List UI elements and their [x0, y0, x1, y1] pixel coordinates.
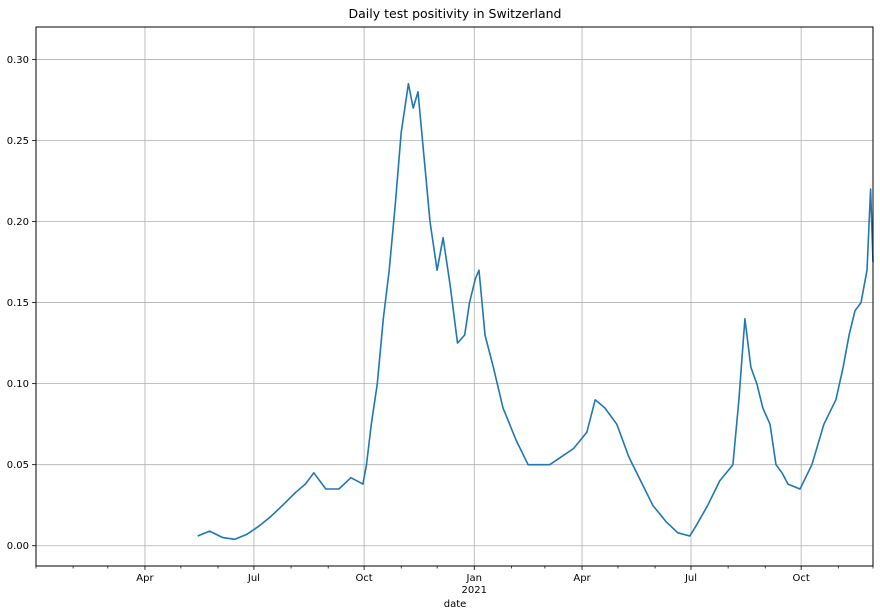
- y-tick-label: 0.30: [7, 55, 29, 66]
- y-tick-label: 0.05: [7, 460, 29, 471]
- axis-ticks: 0.00 0.05 0.10 0.15 0.20 0.25 0.30 Apr Jul Oct Jan…: [7, 55, 874, 596]
- series-line-test-positivity: [197, 82, 874, 541]
- y-tick-label: 0.25: [7, 136, 29, 147]
- x-tick-label: Apr: [136, 573, 154, 584]
- x-axis-label: date: [444, 599, 467, 610]
- y-tick-label: 0.20: [7, 217, 29, 228]
- x-tick-sublabel: 2021: [462, 585, 487, 596]
- y-tick-label: 0.00: [7, 541, 29, 552]
- x-tick-label: Jul: [247, 573, 260, 584]
- grid: [36, 27, 873, 566]
- x-tick-label: Jul: [684, 573, 697, 584]
- x-tick-label: Oct: [355, 573, 372, 584]
- plot-frame: [35, 26, 874, 567]
- chart-title: Daily test positivity in Switzerland: [349, 6, 562, 21]
- y-tick-label: 0.10: [7, 379, 29, 390]
- x-tick-label: Apr: [573, 573, 591, 584]
- x-tick-label: Oct: [793, 573, 810, 584]
- y-tick-label: 0.15: [7, 298, 29, 309]
- x-tick-label: Jan: [466, 573, 482, 584]
